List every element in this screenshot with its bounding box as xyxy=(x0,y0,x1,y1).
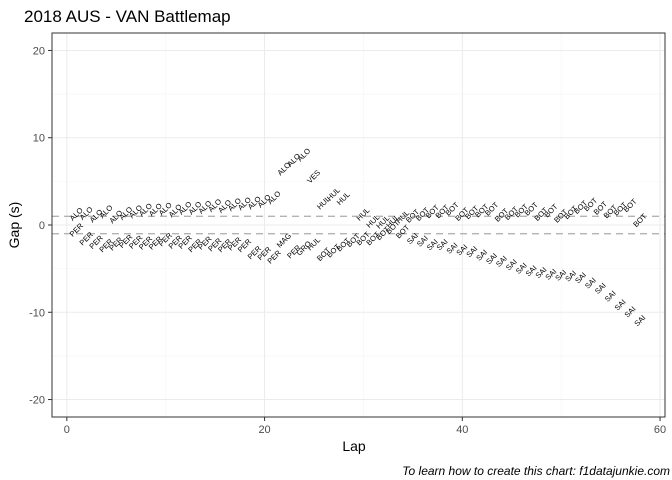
chart-title: 2018 AUS - VAN Battlemap xyxy=(24,7,231,26)
x-axis-title: Lap xyxy=(342,438,366,454)
y-tick-label: -20 xyxy=(29,395,45,407)
y-axis-title: Gap (s) xyxy=(6,202,22,249)
y-tick-label: 20 xyxy=(33,45,45,57)
data-labels: ALOPERALOPERALOPERALOPERALOPERALOPERALOP… xyxy=(68,146,649,328)
x-tick-label: 20 xyxy=(258,424,270,436)
x-axis: 0 20 40 60 xyxy=(64,417,666,436)
y-axis: -20 -10 0 10 20 xyxy=(29,45,52,407)
x-tick-label: 40 xyxy=(456,424,468,436)
y-tick-label: -10 xyxy=(29,307,45,319)
chart-caption: To learn how to create this chart: f1dat… xyxy=(402,464,670,478)
x-tick-label: 60 xyxy=(654,424,666,436)
y-tick-label: 0 xyxy=(39,220,45,232)
x-tick-label: 0 xyxy=(64,424,70,436)
y-tick-label: 10 xyxy=(33,133,45,145)
plot-panel xyxy=(51,32,666,418)
